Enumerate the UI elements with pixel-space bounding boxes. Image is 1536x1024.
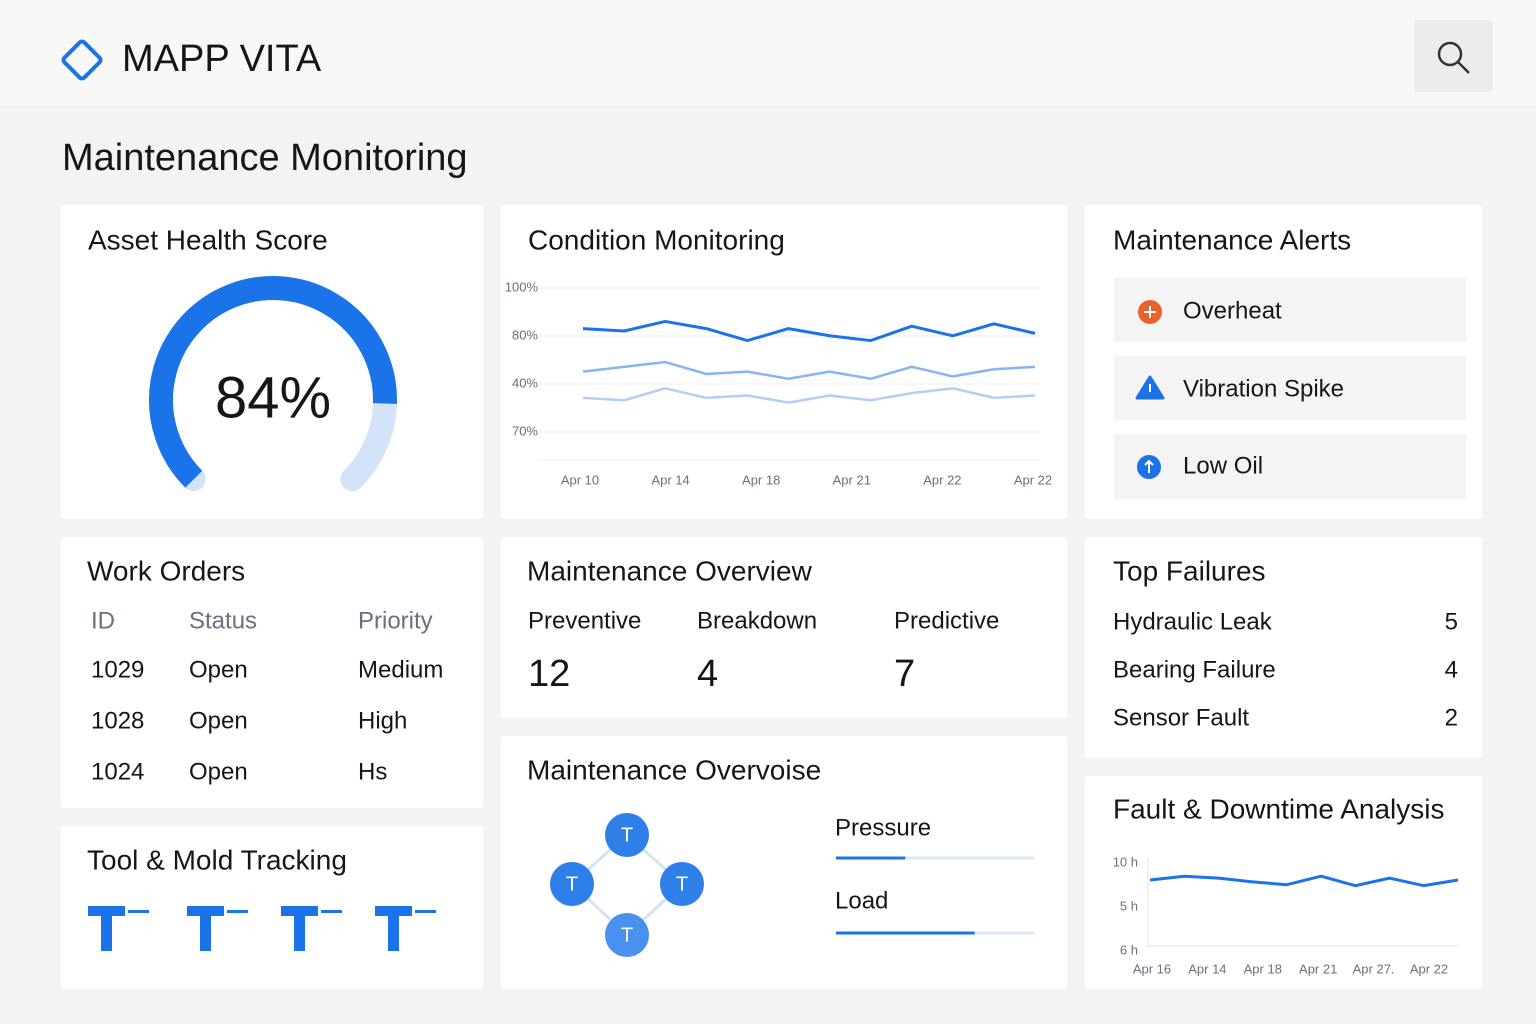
table-cell: Hs — [358, 758, 387, 785]
x-tick-label: Apr 14 — [651, 472, 689, 487]
card — [501, 205, 1067, 519]
gauge-arc — [149, 276, 397, 488]
tool-icon — [88, 906, 149, 951]
card — [1085, 537, 1482, 758]
node — [550, 862, 594, 906]
x-tick-label: Apr 18 — [742, 472, 780, 487]
failure-name: Sensor Fault — [1113, 704, 1249, 731]
node-label: T — [621, 824, 633, 846]
header-bar — [0, 0, 1536, 105]
table-cell: 1024 — [91, 758, 144, 785]
table-cell: High — [358, 707, 407, 734]
card-title: Top Failures — [1113, 555, 1266, 586]
failure-count: 2 — [1445, 704, 1458, 731]
node-label: T — [621, 924, 633, 946]
failure-count: 5 — [1445, 608, 1458, 635]
table-cell: Open — [189, 758, 248, 785]
failure-name: Hydraulic Leak — [1113, 608, 1273, 635]
x-tick-label: Apr 21 — [833, 472, 871, 487]
alert-text: Overheat — [1183, 297, 1282, 324]
card — [501, 537, 1067, 718]
overview-value: 12 — [528, 653, 570, 695]
node-label: T — [566, 873, 578, 895]
y-tick-label: 70% — [512, 423, 538, 438]
x-tick-label: Apr 27. — [1353, 961, 1395, 976]
y-tick-label: 10 h — [1113, 854, 1138, 869]
table-cell: Open — [189, 707, 248, 734]
search-button[interactable] — [1414, 20, 1493, 92]
column-header: ID — [91, 607, 115, 634]
alert-text: Vibration Spike — [1183, 375, 1344, 402]
card-title: Condition Monitoring — [528, 224, 785, 255]
table-cell: 1029 — [91, 656, 144, 683]
bar-label: Pressure — [835, 814, 931, 841]
card-title: Tool & Mold Tracking — [87, 844, 347, 875]
x-tick-label: Apr 21 — [1299, 961, 1337, 976]
x-tick-label: Apr 22 — [1410, 961, 1448, 976]
alert-icon — [1144, 306, 1156, 318]
card-title: Work Orders — [87, 555, 245, 586]
alert-text: Low Oil — [1183, 452, 1263, 479]
overview-label: Preventive — [528, 607, 641, 634]
y-tick-label: 6 h — [1120, 942, 1138, 957]
overview-value: 7 — [894, 653, 915, 695]
series-line — [582, 360, 1036, 381]
search-icon — [1437, 41, 1463, 67]
failure-count: 4 — [1445, 656, 1458, 683]
failure-name: Bearing Failure — [1113, 656, 1276, 683]
table-cell: Medium — [358, 656, 443, 683]
series-line — [582, 387, 1036, 404]
x-tick-label: Apr 16 — [1133, 961, 1171, 976]
tool-icon — [375, 906, 436, 951]
node-label: T — [676, 873, 688, 895]
x-tick-label: Apr 22 — [1014, 472, 1052, 487]
series-line — [1149, 874, 1459, 888]
node — [660, 862, 704, 906]
card-title: Asset Health Score — [88, 224, 328, 255]
node — [605, 813, 649, 857]
card-title: Maintenance Overvoise — [527, 754, 821, 785]
x-tick-label: Apr 18 — [1244, 961, 1282, 976]
brand: MAPP VITA — [122, 38, 322, 80]
tool-icon — [281, 906, 342, 951]
column-header: Status — [189, 607, 257, 634]
card — [61, 826, 483, 989]
page-title: Maintenance Monitoring — [62, 137, 468, 179]
x-tick-label: Apr 10 — [561, 472, 599, 487]
overview-label: Predictive — [894, 607, 999, 634]
gauge-value: 84% — [215, 365, 331, 430]
card — [1085, 776, 1482, 989]
bar-label: Load — [835, 887, 888, 914]
logo — [61, 39, 103, 81]
alert-row[interactable] — [1114, 434, 1466, 499]
overview-value: 4 — [697, 653, 718, 695]
x-tick-label: Apr 14 — [1188, 961, 1226, 976]
overview-label: Breakdown — [697, 607, 817, 634]
node — [605, 913, 649, 957]
search-icon — [1457, 61, 1470, 74]
y-tick-label: 5 h — [1120, 898, 1138, 913]
y-tick-label: 40% — [512, 375, 538, 390]
table-cell: 1028 — [91, 707, 144, 734]
card-title: Fault & Downtime Analysis — [1113, 793, 1444, 824]
card-title: Maintenance Overview — [527, 555, 813, 586]
y-tick-label: 100% — [505, 279, 539, 294]
alert-icon — [1144, 459, 1154, 473]
x-tick-label: Apr 22 — [923, 472, 961, 487]
tool-icon — [187, 906, 248, 951]
alert-row[interactable] — [1114, 278, 1466, 342]
alert-row[interactable] — [1114, 356, 1466, 420]
y-tick-label: 80% — [512, 327, 538, 342]
column-header: Priority — [358, 607, 433, 634]
series-line — [582, 319, 1036, 343]
table-cell: Open — [189, 656, 248, 683]
card-title: Maintenance Alerts — [1113, 224, 1351, 255]
card — [61, 537, 483, 808]
